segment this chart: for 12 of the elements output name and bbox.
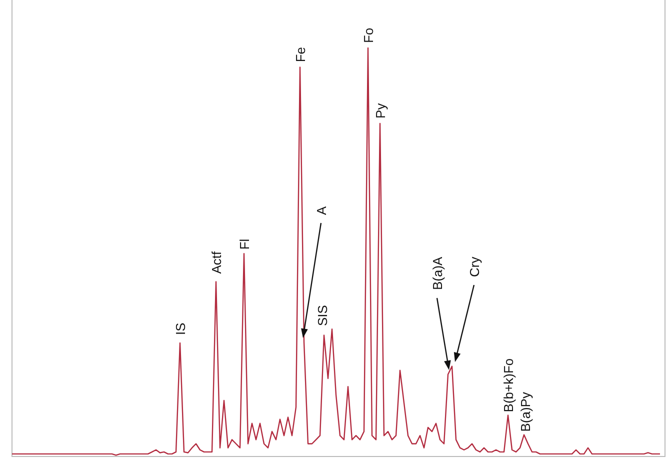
annotation: Actf	[209, 251, 224, 274]
annotation: IS	[173, 322, 188, 335]
annotation: SIS	[315, 304, 330, 326]
annotation: B(b+k)Fo	[501, 358, 516, 412]
annotation: Py	[373, 102, 388, 118]
annotation: Fo	[361, 28, 376, 43]
annotation: Fe	[293, 47, 308, 62]
annotation: Cry	[467, 256, 482, 277]
annotation: Fl	[237, 238, 252, 250]
annotation: B(a)Py	[518, 392, 533, 432]
annotation: A	[314, 206, 329, 215]
annotation: B(a)A	[430, 256, 445, 290]
